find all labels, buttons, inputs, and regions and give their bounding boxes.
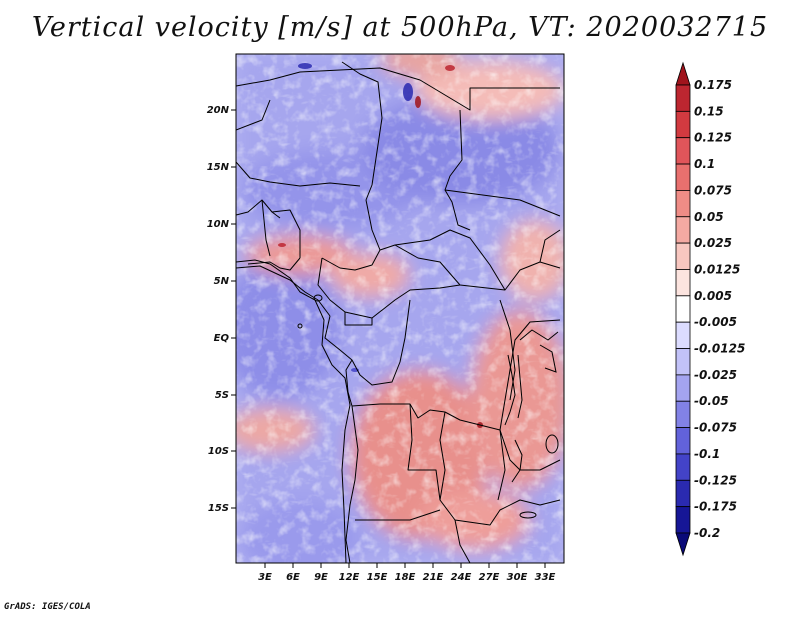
lon-label-24e: 24E <box>451 572 472 583</box>
lon-label-15e: 15E <box>367 572 388 583</box>
velocity-field <box>236 54 564 563</box>
colorbar-swatch <box>675 479 691 508</box>
colorbar-label: -0.1 <box>694 447 720 461</box>
colorbar-label: -0.075 <box>694 421 737 435</box>
lon-label-3e: 3E <box>258 572 272 583</box>
credit-text: GrADS: IGES/COLA <box>4 602 91 612</box>
colorbar-label: 0.125 <box>694 131 732 145</box>
colorbar-swatch <box>675 348 691 376</box>
colorbar-label: -0.05 <box>694 394 729 408</box>
colorbar-swatch <box>675 506 691 534</box>
lat-label-10s: 10S <box>208 446 229 457</box>
colorbar-swatch <box>675 137 691 165</box>
colorbar-swatch <box>675 216 691 244</box>
lat-label-10n: 10N <box>207 219 230 230</box>
lat-label-5s: 5S <box>215 390 229 401</box>
lat-label-15s: 15S <box>208 503 229 514</box>
lon-label-12e: 12E <box>339 572 360 583</box>
colorbar-label: 0.1 <box>694 157 715 171</box>
colorbar-label: 0.0125 <box>694 262 740 276</box>
colorbar-label: -0.175 <box>694 500 737 514</box>
colorbar-label: -0.025 <box>694 368 737 382</box>
colorbar-label: 0.025 <box>694 236 732 250</box>
lat-label-5n: 5N <box>214 276 230 287</box>
lon-label-33e: 33E <box>535 572 556 583</box>
colorbar-swatch <box>675 427 691 455</box>
colorbar-label: 0.05 <box>694 210 724 224</box>
lon-label-27e: 27E <box>479 572 500 583</box>
country-borders <box>236 61 561 563</box>
colorbar-label: -0.005 <box>694 315 737 329</box>
colorbar-swatch <box>675 321 691 349</box>
colorbar-label: 0.15 <box>694 104 724 118</box>
colorbar-swatch <box>675 295 691 323</box>
chart-title: Vertical velocity [m/s] at 500hPa, VT: 2… <box>31 12 769 43</box>
strong-cells <box>278 63 483 428</box>
lon-axis: 3E 6E 9E 12E 15E 18E 21E 24E 27E 30E 33E <box>258 563 556 583</box>
colorbar-label: 0.005 <box>694 289 732 303</box>
lon-label-21e: 21E <box>423 572 444 583</box>
colorbar-label: -0.0125 <box>694 342 745 356</box>
colorbar-min-triangle <box>675 532 691 557</box>
colorbar-label: 0.175 <box>694 78 732 92</box>
lon-label-18e: 18E <box>395 572 416 583</box>
lon-label-9e: 9E <box>314 572 328 583</box>
coastline <box>236 259 351 563</box>
colorbar-swatch <box>675 453 691 481</box>
lakes <box>297 294 559 519</box>
colorbar-swatch <box>675 190 691 218</box>
lat-label-eq: EQ <box>214 333 230 344</box>
colorbar: 0.175 0.15 0.125 0.1 0.075 0.05 0.025 0.0125 0.0… <box>675 61 745 557</box>
lat-label-20n: 20N <box>207 105 230 116</box>
colorbar-swatch <box>675 163 691 191</box>
colorbar-swatch <box>675 374 691 402</box>
colorbar-swatch <box>675 242 691 270</box>
colorbar-swatch <box>675 84 691 112</box>
colorbar-label: 0.075 <box>694 183 732 197</box>
map-frame <box>235 53 565 564</box>
colorbar-swatch <box>675 110 691 139</box>
lon-label-6e: 6E <box>286 572 300 583</box>
lat-axis: 20N 15N 10N 5N EQ 5S 10S 15S <box>207 105 236 514</box>
colorbar-label: -0.2 <box>694 526 720 540</box>
colorbar-max-triangle <box>675 61 691 86</box>
colorbar-label: -0.125 <box>694 473 737 487</box>
colorbar-swatch <box>675 400 691 428</box>
lat-label-15n: 15N <box>207 162 230 173</box>
lon-label-30e: 30E <box>507 572 528 583</box>
colorbar-swatch <box>675 269 691 297</box>
